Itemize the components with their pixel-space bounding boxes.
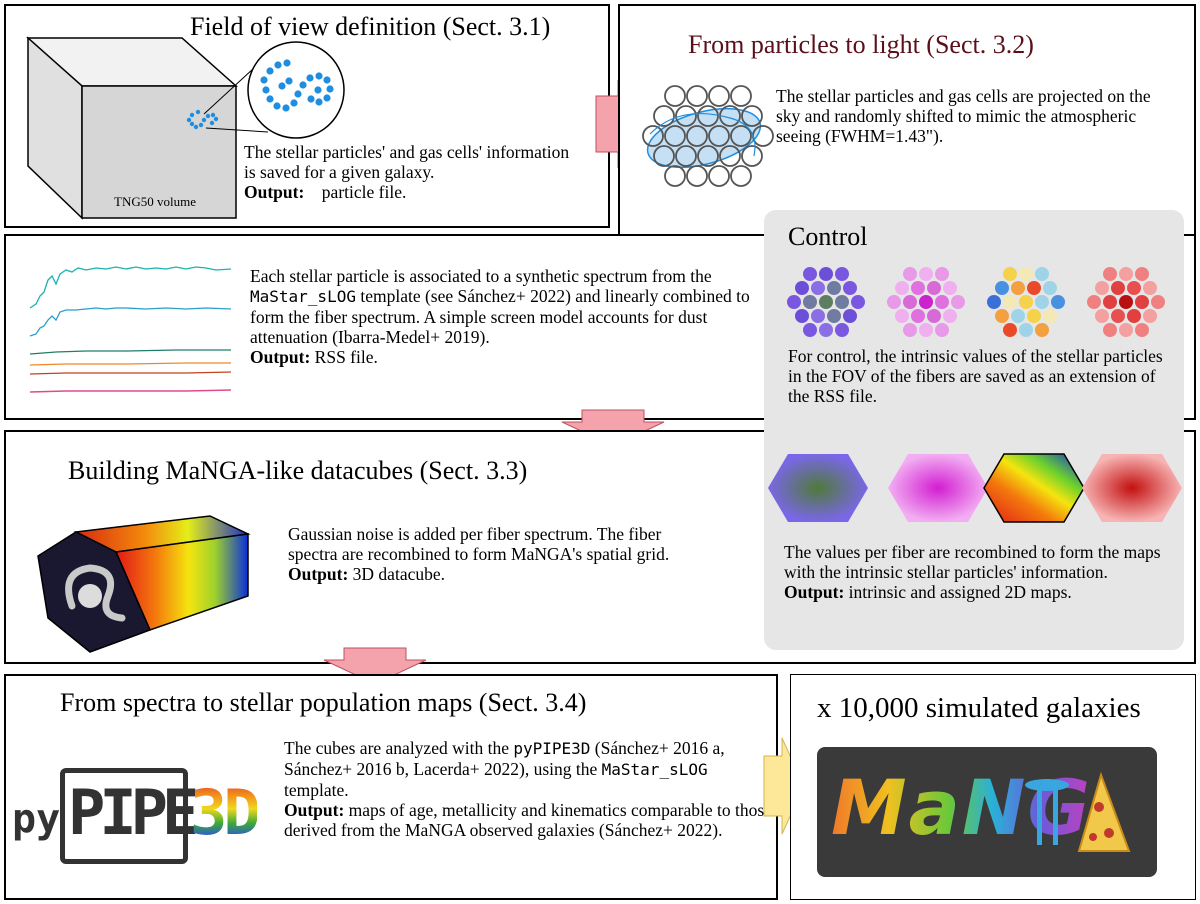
fov-output-text: particle file. <box>321 182 407 202</box>
manga-logo: MaNG <box>817 747 1157 877</box>
spectra-plot <box>29 266 232 393</box>
galaxies-panel: x 10,000 simulated galaxies MaNG <box>790 674 1196 900</box>
fiber-map-magenta <box>887 267 965 337</box>
light-description: The stellar particles and gas cells are … <box>776 86 1151 146</box>
maps-p1: The cubes are analyzed with the <box>284 738 509 758</box>
datacube-prism-diagram <box>37 515 251 653</box>
maps-p2: (Sánchez+ 2016 a, Sánchez+ 2016 b, Lacer… <box>284 738 725 779</box>
datacube-output-label: Output: <box>288 564 349 584</box>
control-output-text: intrinsic and assigned 2D maps. <box>848 582 1072 602</box>
control-text-2-body: The values per fiber are recombined to f… <box>784 542 1161 582</box>
fiber-map-multicolor <box>987 267 1065 337</box>
light-title: From particles to light (Sect. 3.2) <box>688 30 1034 59</box>
fov-output-label: Output: <box>244 182 305 202</box>
fov-description: The stellar particles' and gas cells' in… <box>244 142 584 202</box>
datacube-output-text: 3D datacube. <box>352 564 445 584</box>
datacube-body: Gaussian noise is added per fiber spectr… <box>288 524 670 564</box>
datacube-description: Gaussian noise is added per fiber spectr… <box>288 524 708 584</box>
manga-logo-text: MaNG <box>831 763 1092 852</box>
datacube-title: Building MaNGA-like datacubes (Sect. 3.3… <box>68 456 528 485</box>
control-title: Control <box>788 222 868 251</box>
maps-code-name: pyPIPE3D <box>513 739 591 758</box>
maps-description: The cubes are analyzed with the pyPIPE3D… <box>284 738 774 840</box>
logo-pipe: PIPE <box>68 776 199 849</box>
control-text-2: The values per fiber are recombined to f… <box>784 542 1174 602</box>
maps-output-text: maps of age, metallicity and kinematics … <box>284 800 772 840</box>
fiber-bundle-diagram <box>642 85 774 187</box>
control-panel: Control For <box>764 210 1184 650</box>
control-hex-maps <box>768 453 1182 523</box>
spectra-p2: template (see Sánchez+ 2022) and linearl… <box>250 286 750 347</box>
logo-3d: 3D <box>190 776 261 849</box>
control-text-1: For control, the intrinsic values of the… <box>788 346 1163 406</box>
galaxies-title: x 10,000 simulated galaxies <box>817 692 1141 724</box>
fiber-map-purple <box>787 267 865 337</box>
fov-title: Field of view definition (Sect. 3.1) <box>190 12 551 41</box>
maps-title: From spectra to stellar population maps … <box>60 688 587 717</box>
cube-label: TNG50 volume <box>114 194 196 209</box>
maps-panel: From spectra to stellar population maps … <box>4 674 778 900</box>
maps-output-label: Output: <box>284 800 345 820</box>
pypipe3d-logo: py PIPE 3D <box>12 762 262 872</box>
arrow-datacube-to-maps <box>323 647 427 685</box>
manga-logo-icons <box>1025 771 1131 852</box>
maps-p3: template. <box>284 780 349 800</box>
spectra-output-text: RSS file. <box>314 347 378 367</box>
fov-body: The stellar particles' and gas cells' in… <box>244 142 570 182</box>
control-fiber-maps <box>787 267 1165 337</box>
logo-py: py <box>12 796 61 842</box>
spectra-output-label: Output: <box>250 347 311 367</box>
logo-pipe-frame <box>60 768 188 864</box>
fiber-map-red <box>1087 267 1165 337</box>
spectra-p1: Each stellar particle is associated to a… <box>250 266 712 286</box>
control-output-label: Output: <box>784 582 845 602</box>
fov-panel: Field of view definition (Sect. 3.1) TNG… <box>4 4 610 228</box>
tng50-cube-diagram <box>26 36 345 220</box>
maps-template-name: MaStar_sLOG <box>601 760 708 779</box>
spectra-description: Each stellar particle is associated to a… <box>250 266 760 367</box>
spectra-template-name: MaStar_sLOG <box>250 287 356 306</box>
